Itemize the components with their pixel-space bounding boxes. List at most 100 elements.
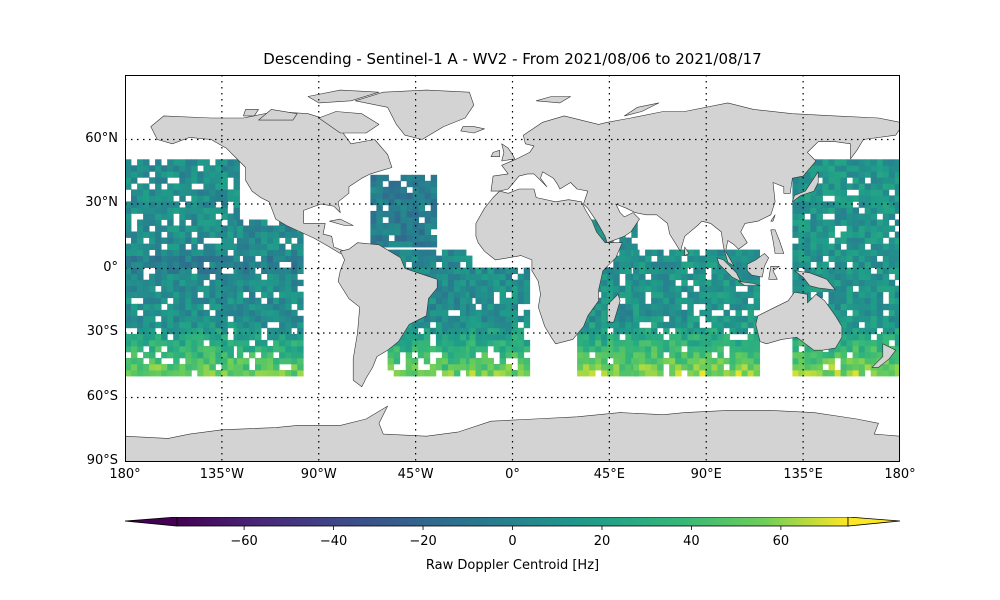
data-cell xyxy=(125,201,132,208)
data-cell xyxy=(798,177,805,184)
data-cell xyxy=(619,255,626,263)
data-cell xyxy=(441,291,449,299)
data-cell xyxy=(810,195,817,202)
data-cell xyxy=(236,249,244,257)
data-cell xyxy=(297,291,304,299)
data-cell xyxy=(846,364,854,371)
data-cell xyxy=(460,255,467,263)
data-cell xyxy=(816,165,823,172)
data-cell xyxy=(209,249,216,257)
data-cell xyxy=(645,345,652,353)
data-cell xyxy=(804,219,811,226)
data-cell xyxy=(625,327,632,335)
data-cell xyxy=(633,279,640,287)
data-cell xyxy=(735,345,742,353)
data-cell xyxy=(131,195,138,202)
data-cell xyxy=(143,279,150,287)
data-cell xyxy=(822,225,829,232)
data-cell xyxy=(723,309,730,317)
data-cell xyxy=(267,261,274,269)
data-cell xyxy=(460,309,467,317)
data-cell xyxy=(273,315,280,323)
data-cell xyxy=(143,159,150,166)
data-cell xyxy=(589,364,596,371)
data-cell xyxy=(161,213,168,220)
data-cell xyxy=(394,235,401,242)
data-cell xyxy=(792,351,799,359)
data-cell xyxy=(273,261,280,269)
data-cell xyxy=(161,195,168,202)
data-cell xyxy=(209,207,216,214)
data-cell xyxy=(669,357,676,365)
data-cell xyxy=(131,315,138,323)
data-cell xyxy=(523,364,531,371)
data-cell xyxy=(625,370,632,377)
data-cell xyxy=(297,237,304,244)
data-cell xyxy=(723,297,730,305)
data-cell xyxy=(453,261,461,269)
data-cell xyxy=(285,267,292,275)
data-cell xyxy=(131,201,138,208)
data-cell xyxy=(804,249,811,257)
data-cell xyxy=(387,345,395,353)
data-cell xyxy=(435,273,443,281)
data-cell xyxy=(261,219,268,226)
data-cell xyxy=(273,345,280,353)
data-cell xyxy=(711,285,718,293)
data-cell xyxy=(405,357,413,365)
data-cell xyxy=(167,183,174,190)
data-cell xyxy=(840,267,848,275)
data-cell xyxy=(846,165,854,172)
data-cell xyxy=(249,279,256,287)
data-cell xyxy=(882,189,890,196)
data-cell xyxy=(249,309,256,317)
data-cell xyxy=(137,273,144,281)
data-cell xyxy=(475,285,482,293)
data-cell xyxy=(399,370,407,377)
data-cell xyxy=(285,255,292,263)
data-cell xyxy=(469,345,476,353)
data-cell xyxy=(810,219,817,226)
land-new-guinea xyxy=(794,270,836,291)
data-cell xyxy=(236,303,244,311)
data-cell xyxy=(131,357,138,365)
data-cell xyxy=(435,279,443,287)
data-cell xyxy=(227,261,234,269)
data-cell xyxy=(735,279,742,287)
data-cell xyxy=(424,241,432,248)
data-cell xyxy=(669,303,676,311)
data-cell xyxy=(864,357,872,365)
data-cell xyxy=(418,204,426,212)
data-cell xyxy=(669,267,676,275)
data-cell xyxy=(203,189,210,196)
data-cell xyxy=(816,243,823,251)
data-cell xyxy=(681,315,688,323)
data-cell xyxy=(400,228,408,236)
data-cell xyxy=(523,267,531,275)
data-cell xyxy=(810,285,817,293)
data-cell xyxy=(870,261,878,269)
data-cell xyxy=(888,291,896,299)
data-cell xyxy=(441,273,449,281)
data-cell xyxy=(394,180,401,188)
data-cell xyxy=(625,297,632,305)
data-cell xyxy=(429,249,437,257)
data-cell xyxy=(834,255,842,263)
data-cell xyxy=(185,351,192,359)
data-cell xyxy=(460,364,467,371)
land-north-america xyxy=(150,111,393,254)
data-cell xyxy=(487,279,494,287)
data-cell xyxy=(882,261,890,269)
data-cell xyxy=(735,255,742,263)
data-cell xyxy=(466,357,473,365)
data-cell xyxy=(137,255,144,263)
data-cell xyxy=(460,273,467,281)
data-cell xyxy=(221,364,228,371)
data-cell xyxy=(149,237,156,244)
data-cell xyxy=(822,219,829,226)
data-cell xyxy=(741,267,749,275)
data-cell xyxy=(243,327,250,335)
data-cell xyxy=(447,327,455,335)
data-cell xyxy=(639,333,646,341)
data-cell xyxy=(161,315,168,323)
